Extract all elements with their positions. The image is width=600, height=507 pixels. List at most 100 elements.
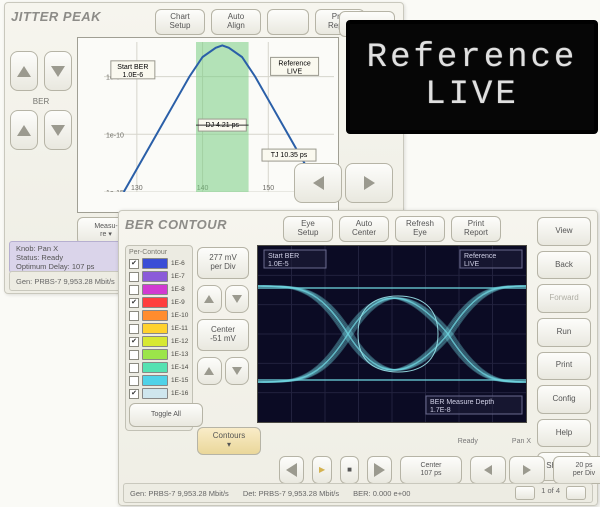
view-button[interactable]: View bbox=[537, 217, 591, 246]
reference-live-box: Reference LIVE bbox=[346, 20, 598, 134]
contour-mid-controls: 277 mVper Div Center-51 mV bbox=[197, 247, 249, 385]
center-up-button[interactable] bbox=[197, 357, 222, 385]
color-swatch bbox=[142, 375, 168, 386]
checkbox-icon bbox=[129, 259, 139, 269]
reference-label: Reference bbox=[367, 40, 578, 77]
legend-item-1E-9[interactable]: 1E-9 bbox=[129, 297, 189, 308]
mv-down-button[interactable] bbox=[225, 285, 250, 313]
legend-item-1E-6[interactable]: 1E-6 bbox=[129, 258, 189, 269]
live-label: LIVE bbox=[425, 77, 519, 114]
jitter-toolbar: ChartSetup AutoAlign PrintReport bbox=[155, 9, 365, 35]
mv-up-button[interactable] bbox=[197, 285, 222, 313]
contour-side-buttons: ViewBackForwardRunPrintConfigHelpShutdow… bbox=[537, 217, 591, 481]
legend-item-1E-11[interactable]: 1E-11 bbox=[129, 323, 189, 334]
color-swatch bbox=[142, 297, 168, 308]
ber-status: BER: 0.000 e+00 bbox=[353, 489, 410, 498]
refresh-eye-button[interactable]: RefreshEye bbox=[395, 216, 445, 242]
svg-text:Start BER: Start BER bbox=[117, 64, 148, 71]
legend-item-1E-7[interactable]: 1E-7 bbox=[129, 271, 189, 282]
toggle-all-button[interactable]: Toggle All bbox=[129, 403, 203, 427]
checkbox-icon bbox=[129, 376, 139, 386]
y-scale-up-button[interactable] bbox=[10, 51, 38, 91]
auto-align-button[interactable]: AutoAlign bbox=[211, 9, 261, 35]
forward-button[interactable]: Forward bbox=[537, 284, 591, 313]
det-status: Det: PRBS-7 9,953.28 Mbit/s bbox=[243, 489, 339, 498]
color-swatch bbox=[142, 349, 168, 360]
gen-status: Gen: PRBS-7 9,953.28 Mbit/s bbox=[16, 277, 115, 286]
print-report-button[interactable]: PrintReport bbox=[451, 216, 501, 242]
svg-text:1e-15: 1e-15 bbox=[106, 190, 124, 192]
next-button[interactable] bbox=[367, 456, 392, 484]
checkbox-icon bbox=[129, 285, 139, 295]
x-pan-left-button[interactable] bbox=[294, 163, 342, 203]
back-button[interactable]: Back bbox=[537, 251, 591, 280]
chevron-down-icon bbox=[51, 125, 65, 136]
help-button[interactable]: Help bbox=[537, 419, 591, 448]
chevron-up-icon bbox=[204, 295, 214, 303]
legend-item-1E-8[interactable]: 1E-8 bbox=[129, 284, 189, 295]
x-pan-right-button[interactable] bbox=[345, 163, 393, 203]
legend-exp: 1E-6 bbox=[171, 260, 185, 267]
config-button[interactable]: Config bbox=[537, 385, 591, 414]
prev-button[interactable] bbox=[279, 456, 304, 484]
chevron-left-icon bbox=[313, 176, 324, 190]
svg-text:LIVE: LIVE bbox=[464, 261, 480, 268]
legend-exp: 1E-10 bbox=[171, 312, 188, 319]
ber-contour-window: BER CONTOUR EyeSetup AutoCenter RefreshE… bbox=[118, 210, 598, 506]
info-col-1: Knob: Pan XStatus: ReadyOptimum Delay: 1… bbox=[16, 244, 94, 270]
y-pan-up-button[interactable] bbox=[10, 110, 38, 150]
legend-item-1E-13[interactable]: 1E-13 bbox=[129, 349, 189, 360]
legend-item-1E-14[interactable]: 1E-14 bbox=[129, 362, 189, 373]
checkbox-icon bbox=[129, 272, 139, 282]
jitter-left-controls: BER bbox=[13, 51, 69, 156]
ps-per-div-button[interactable]: 20 psper Div bbox=[553, 456, 600, 484]
center-down-button[interactable] bbox=[225, 357, 250, 385]
svg-text:LIVE: LIVE bbox=[287, 68, 303, 75]
contour-legend: Per-Contour 1E-6 1E-7 1E-8 1E-9 1E-10 1E… bbox=[125, 245, 193, 431]
color-swatch bbox=[142, 362, 168, 373]
ps-right-button[interactable] bbox=[509, 456, 545, 484]
eye-setup-button[interactable]: EyeSetup bbox=[283, 216, 333, 242]
auto-center-button[interactable]: AutoCenter bbox=[339, 216, 389, 242]
checkbox-icon bbox=[129, 389, 139, 399]
checkbox-icon bbox=[129, 363, 139, 373]
eye-diagram-svg: Start BER1.0E-5ReferenceLIVEBER Measure … bbox=[258, 246, 526, 422]
nav-next-button[interactable] bbox=[566, 486, 586, 500]
play-button[interactable]: ▶ bbox=[312, 456, 332, 484]
legend-item-1E-12[interactable]: 1E-12 bbox=[129, 336, 189, 347]
ber-y-label: BER bbox=[13, 97, 69, 106]
chevron-up-icon bbox=[17, 66, 31, 77]
svg-text:1e-10: 1e-10 bbox=[106, 132, 124, 139]
chart-setup-button[interactable]: ChartSetup bbox=[155, 9, 205, 35]
stop-button[interactable]: ■ bbox=[340, 456, 359, 484]
run-button[interactable]: Run bbox=[537, 318, 591, 347]
prev-icon bbox=[286, 463, 297, 477]
svg-text:Start BER: Start BER bbox=[268, 253, 299, 260]
center-mv-button[interactable]: Center-51 mV bbox=[197, 319, 249, 351]
nav-prev-button[interactable] bbox=[515, 486, 535, 500]
center-ps-button[interactable]: Center107 ps bbox=[400, 456, 462, 484]
underbar-ready: Ready bbox=[458, 438, 478, 445]
chevron-right-icon bbox=[364, 176, 375, 190]
ps-left-button[interactable] bbox=[470, 456, 506, 484]
print-button[interactable]: Print bbox=[537, 352, 591, 381]
mv-per-div-button[interactable]: 277 mVper Div bbox=[197, 247, 249, 279]
contours-dropdown[interactable]: Contours▾ bbox=[197, 427, 261, 455]
legend-item-1E-10[interactable]: 1E-10 bbox=[129, 310, 189, 321]
contour-status-bar: Gen: PRBS-7 9,953.28 Mbit/s Det: PRBS-7 … bbox=[123, 483, 593, 503]
contour-control-row: Contours▾ Ready Pan X bbox=[197, 429, 531, 453]
contour-toolbar: EyeSetup AutoCenter RefreshEye PrintRepo… bbox=[283, 216, 501, 242]
svg-text:1.7E-8: 1.7E-8 bbox=[430, 407, 451, 414]
color-swatch bbox=[142, 336, 168, 347]
y-pan-down-button[interactable] bbox=[44, 110, 72, 150]
chevron-up-icon bbox=[204, 367, 214, 375]
legend-item-1E-15[interactable]: 1E-15 bbox=[129, 375, 189, 386]
ctrl-button[interactable] bbox=[267, 9, 309, 35]
chevron-up-icon bbox=[17, 125, 31, 136]
legend-title: Per-Contour bbox=[129, 249, 189, 256]
color-swatch bbox=[142, 310, 168, 321]
color-swatch bbox=[142, 323, 168, 334]
legend-item-1E-16[interactable]: 1E-16 bbox=[129, 388, 189, 399]
y-scale-down-button[interactable] bbox=[44, 51, 72, 91]
legend-exp: 1E-8 bbox=[171, 286, 185, 293]
